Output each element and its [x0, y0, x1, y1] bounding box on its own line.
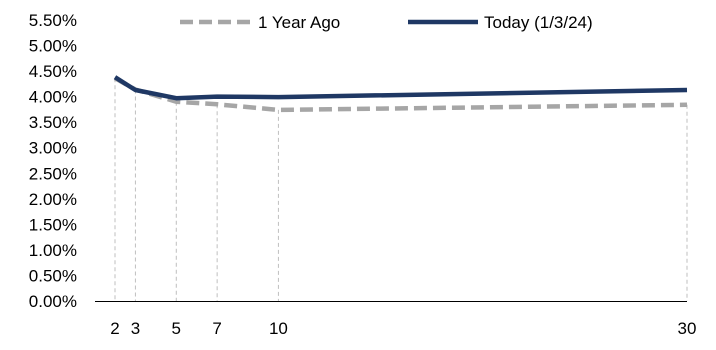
y-tick-label: 5.50% — [29, 11, 77, 30]
y-tick-label: 4.00% — [29, 88, 77, 107]
x-tick-label: 2 — [110, 319, 119, 338]
y-tick-label: 3.00% — [29, 139, 77, 158]
legend-label: Today (1/3/24) — [484, 13, 593, 32]
x-tick-label: 5 — [172, 319, 181, 338]
y-tick-label: 4.50% — [29, 62, 77, 81]
legend-item-today: Today (1/3/24) — [408, 13, 593, 32]
y-tick-label: 0.00% — [29, 292, 77, 311]
y-tick-label: 0.50% — [29, 266, 77, 285]
y-tick-label: 3.50% — [29, 113, 77, 132]
axes: 0.00% 0.50% 1.00% 1.50% 2.00% 2.50% 3.00% 3.50%… — [29, 11, 697, 338]
y-tick-label: 2.00% — [29, 190, 77, 209]
gridlines — [114, 78, 688, 301]
series-lines — [113, 75, 688, 113]
x-tick-label: 7 — [212, 319, 221, 338]
y-tick-label: 2.50% — [29, 164, 77, 183]
y-tick-label: 1.00% — [29, 241, 77, 260]
legend: 1 Year Ago Today (1/3/24) — [180, 13, 593, 32]
series-line-today — [113, 75, 688, 101]
y-tick-label: 1.50% — [29, 215, 77, 234]
legend-label: 1 Year Ago — [258, 13, 340, 32]
legend-item-one-year-ago: 1 Year Ago — [180, 13, 340, 32]
x-tick-label: 3 — [131, 319, 140, 338]
x-tick-label: 10 — [269, 319, 288, 338]
y-tick-label: 5.00% — [29, 37, 77, 56]
x-tick-label: 30 — [678, 319, 697, 338]
